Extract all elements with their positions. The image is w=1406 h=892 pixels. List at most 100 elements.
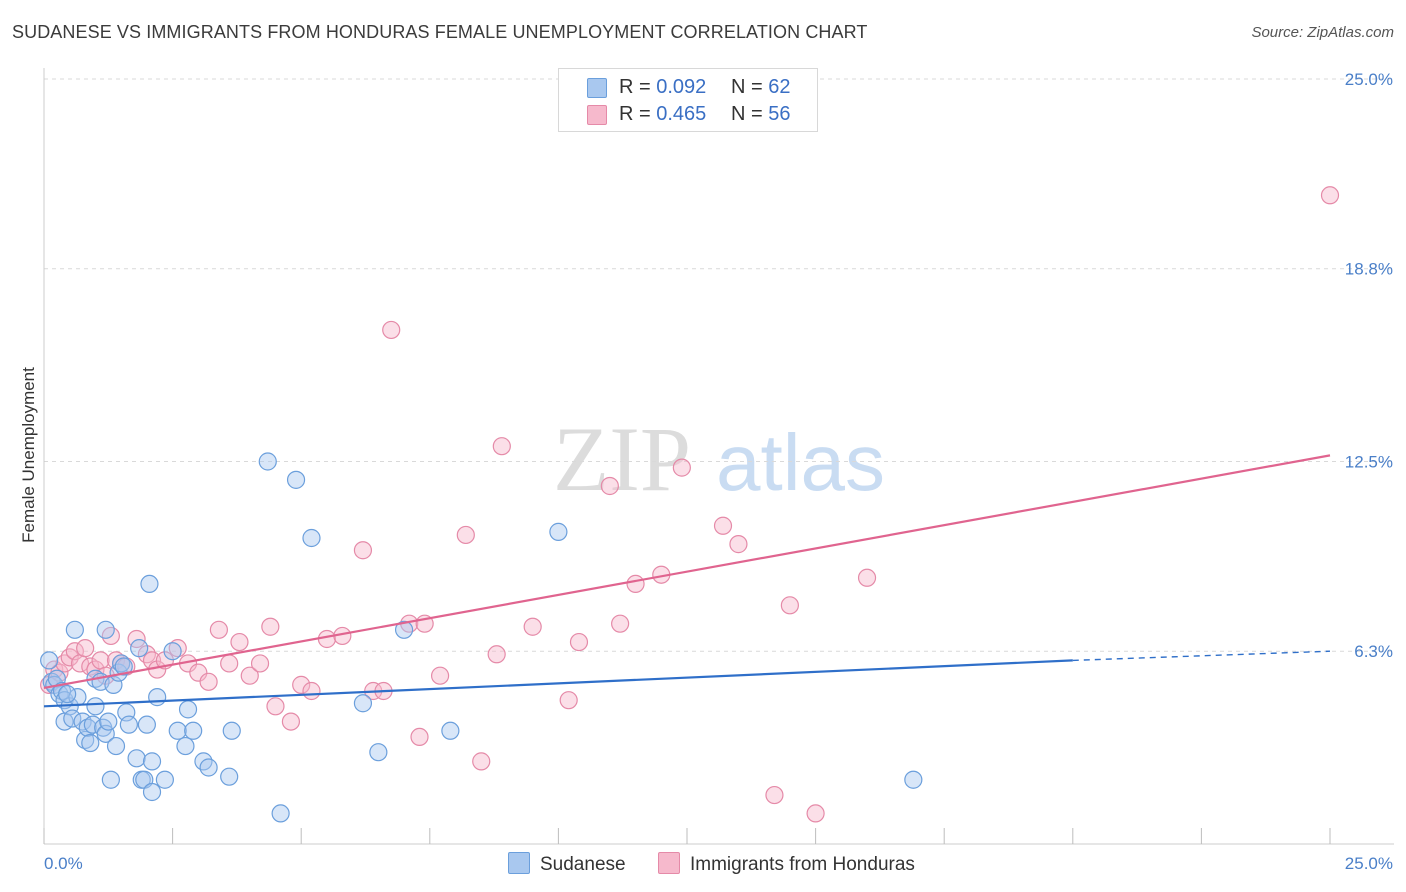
honduras-point xyxy=(611,614,630,633)
honduras-point xyxy=(492,437,511,456)
honduras-point xyxy=(382,320,401,340)
honduras-point xyxy=(569,632,589,652)
honduras-point xyxy=(487,645,506,664)
legend-item-honduras[interactable]: Immigrants from Honduras xyxy=(658,852,915,876)
sudanese-point xyxy=(220,767,239,786)
sudanese-point xyxy=(81,733,100,753)
n-value: 56 xyxy=(768,103,791,125)
honduras-point xyxy=(430,666,450,685)
honduras-swatch xyxy=(658,852,680,874)
r-text: R = xyxy=(619,76,657,98)
honduras-point xyxy=(765,785,784,805)
sudanese-point xyxy=(441,721,460,740)
honduras-point xyxy=(250,654,270,673)
honduras-point xyxy=(353,541,373,560)
r-text: R = xyxy=(619,103,657,125)
legend-row-honduras: R = 0.465 N = 56 xyxy=(559,102,817,128)
honduras-point xyxy=(806,804,825,823)
honduras-point xyxy=(410,727,429,747)
x-tick-label: 25.0% xyxy=(1345,854,1393,873)
n-text: N = xyxy=(731,76,769,98)
sudanese-point xyxy=(142,782,162,802)
legend-row-sudanese: R = 0.092 N = 62 xyxy=(559,75,817,101)
sudanese-point xyxy=(58,684,77,704)
sudanese-point xyxy=(65,620,84,639)
sudanese-point xyxy=(112,654,131,673)
sudanese-point xyxy=(369,743,388,762)
trend-lines xyxy=(43,454,1331,708)
sudanese-swatch xyxy=(508,852,530,874)
sudanese-point xyxy=(96,620,115,639)
n-value: 62 xyxy=(768,76,791,98)
legend-label: Sudanese xyxy=(540,854,626,875)
sudanese-point xyxy=(271,804,290,823)
sudanese-point xyxy=(549,522,568,541)
sudanese-trend-line xyxy=(43,659,1073,708)
honduras-point xyxy=(857,568,877,587)
r-label: R = 0.092 xyxy=(619,76,706,99)
honduras-point xyxy=(729,535,748,554)
sudanese-point xyxy=(40,651,59,670)
sudanese-point xyxy=(142,752,162,771)
honduras-point xyxy=(600,476,619,496)
sudanese-point xyxy=(176,736,195,756)
honduras-point xyxy=(672,458,691,477)
honduras-point xyxy=(292,675,311,694)
sudanese-point xyxy=(184,721,203,740)
sudanese-point xyxy=(127,749,146,768)
r-value: 0.465 xyxy=(656,103,707,125)
sudanese-point xyxy=(106,736,126,756)
sudanese-point xyxy=(163,642,182,661)
sudanese-points xyxy=(40,452,923,823)
y-axis-label: Female Unemployment xyxy=(19,367,38,543)
n-label: N = 62 xyxy=(731,76,791,99)
sudanese-point xyxy=(353,694,373,713)
watermark-zip: ZIP xyxy=(553,408,691,510)
honduras-point xyxy=(230,632,249,652)
sudanese-point xyxy=(101,770,120,789)
sudanese-point xyxy=(83,715,102,734)
honduras-point xyxy=(240,666,259,685)
sudanese-point xyxy=(904,770,923,789)
y-tick-label: 25.0% xyxy=(1345,70,1393,89)
legend-item-sudanese[interactable]: Sudanese xyxy=(508,852,626,876)
sudanese-point xyxy=(130,639,149,658)
sudanese-point xyxy=(286,470,306,489)
tick-labels: 6.3% 12.5% 18.8% 25.0% 0.0% 25.0% xyxy=(44,70,1393,873)
sudanese-point xyxy=(140,574,159,594)
y-tick-label: 6.3% xyxy=(1354,642,1393,661)
watermark-atlas: atlas xyxy=(716,418,885,507)
honduras-point xyxy=(261,617,280,636)
sudanese-swatch xyxy=(587,78,607,98)
sudanese-point xyxy=(178,700,198,719)
n-text: N = xyxy=(731,103,769,125)
honduras-swatch xyxy=(587,105,607,125)
honduras-point xyxy=(91,651,110,670)
honduras-point xyxy=(456,525,475,545)
sudanese-point xyxy=(199,758,218,777)
sudanese-point xyxy=(86,697,105,716)
honduras-point xyxy=(559,691,578,710)
sudanese-point xyxy=(168,721,187,740)
sudanese-point xyxy=(114,657,133,676)
source-label: Source: ZipAtlas.com xyxy=(1251,24,1394,41)
sudanese-point xyxy=(155,770,174,789)
sudanese-point xyxy=(63,709,82,728)
sudanese-point xyxy=(222,721,241,740)
legend-label: Immigrants from Honduras xyxy=(690,854,915,875)
axes xyxy=(43,68,1394,845)
sudanese-point xyxy=(258,452,277,471)
chart-title: SUDANESE VS IMMIGRANTS FROM HONDURAS FEM… xyxy=(12,22,868,42)
honduras-point xyxy=(626,574,645,594)
honduras-point xyxy=(281,712,301,731)
sudanese-point xyxy=(148,688,167,707)
honduras-point xyxy=(220,654,239,673)
series-legend: Sudanese Immigrants from Honduras xyxy=(0,852,1406,878)
honduras-point xyxy=(713,516,733,535)
honduras-point xyxy=(302,681,321,701)
r-value: 0.092 xyxy=(656,76,707,98)
honduras-point xyxy=(76,639,95,658)
honduras-point xyxy=(199,672,218,691)
honduras-point xyxy=(266,697,285,716)
